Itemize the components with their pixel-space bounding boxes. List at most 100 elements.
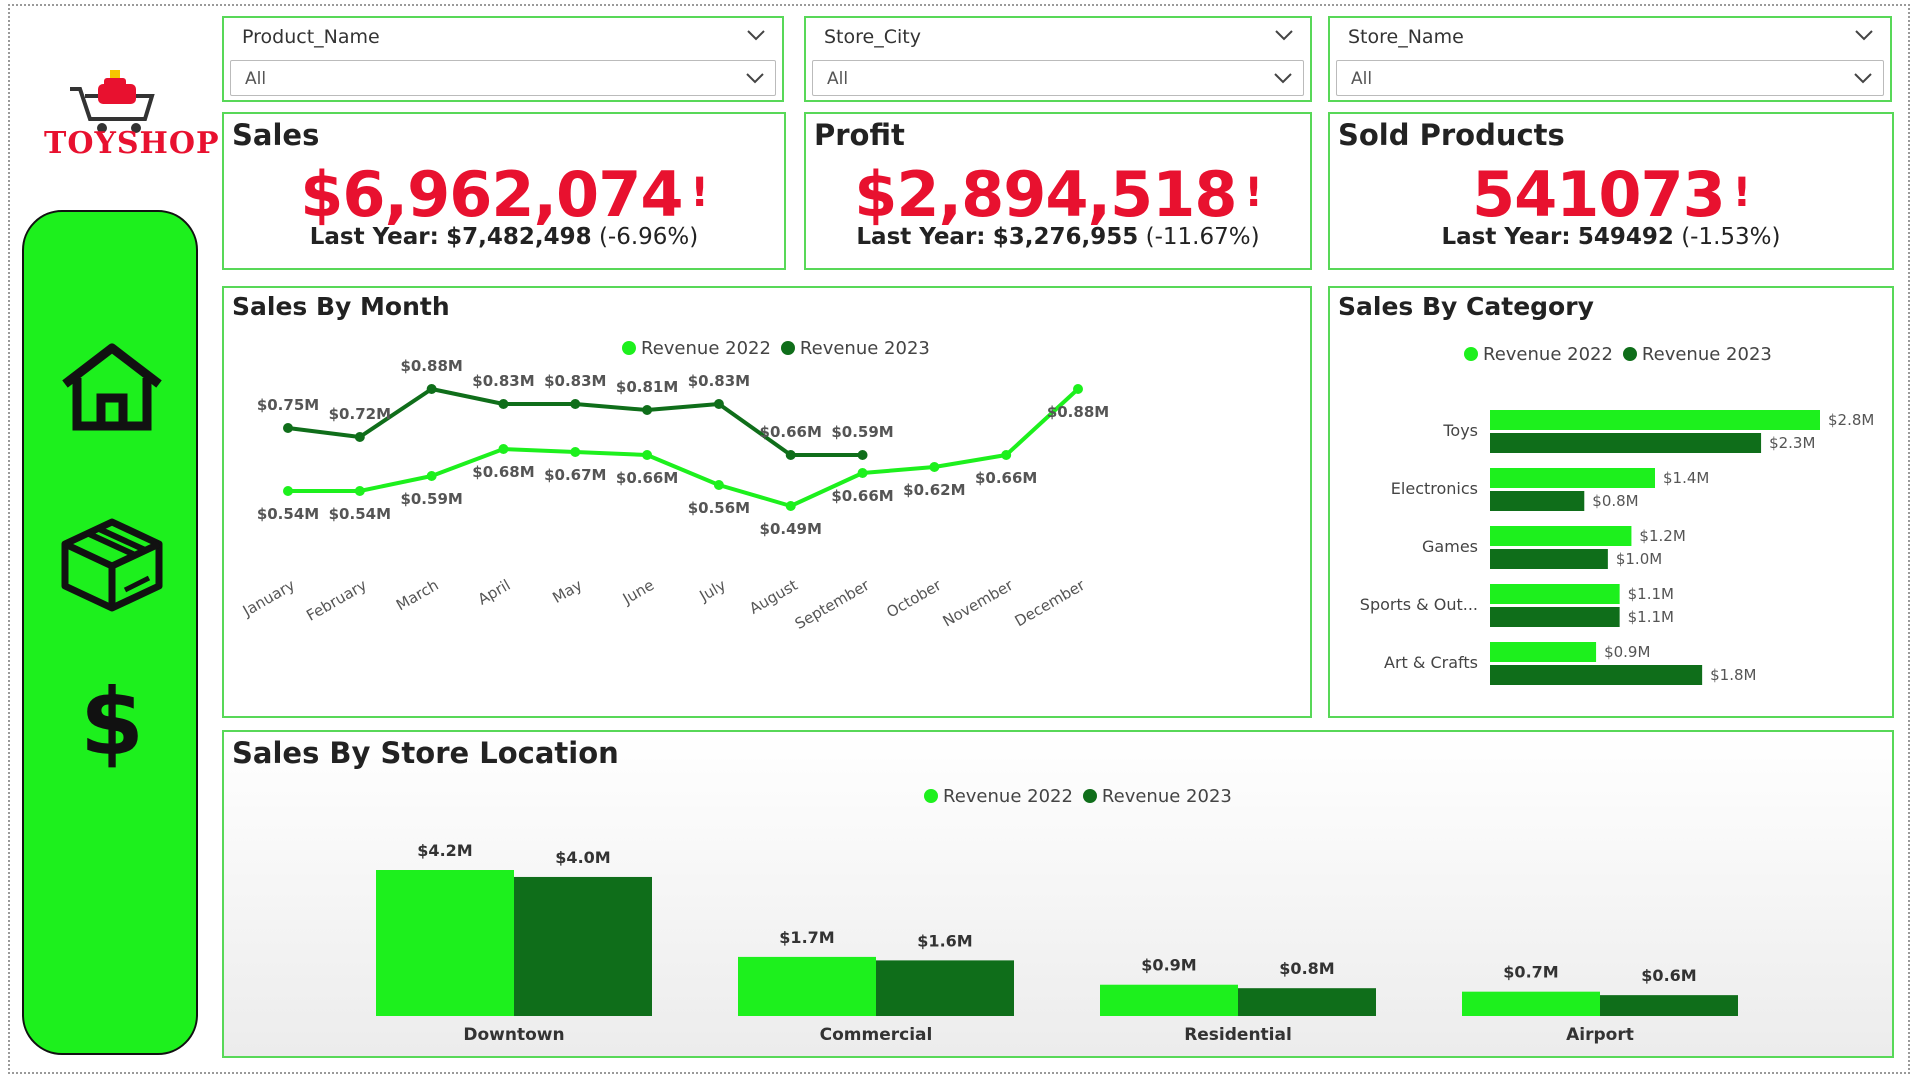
kpi-card-sales: Sales $6,962,074! Last Year: $7,482,498 … — [222, 112, 786, 270]
legend-label: Revenue 2023 — [799, 338, 930, 359]
category-label: Art & Crafts — [1384, 653, 1478, 672]
data-label: $0.66M — [616, 469, 678, 487]
column-value-label: $1.6M — [917, 931, 972, 950]
bar-chart-canvas: Toys $2.8M $2.3M Electronics $1.4M $0.8M Games… — [1360, 410, 1874, 685]
bar — [1490, 491, 1585, 511]
data-point — [498, 444, 509, 454]
chart-sales-by-category: Sales By Category Revenue 2022 Revenue 2… — [1328, 286, 1894, 718]
last-year-value: $3,276,955 — [992, 224, 1139, 250]
kpi-last-year: Last Year: $3,276,955 (-11.67%) — [806, 224, 1310, 250]
legend-item-2022[interactable]: Revenue 2022 — [622, 338, 771, 359]
chevron-down-icon[interactable] — [746, 28, 766, 42]
data-label: $0.66M — [975, 469, 1037, 487]
data-point — [426, 384, 437, 394]
data-label: $0.88M — [400, 357, 462, 375]
change-percent: (-1.53%) — [1681, 224, 1781, 250]
filter-store-city[interactable]: Store_City All — [804, 16, 1312, 102]
legend-item-2023[interactable]: Revenue 2023 — [1082, 786, 1232, 807]
toyshop-logo: TOYSHOP — [40, 64, 219, 174]
chevron-down-icon[interactable] — [1273, 71, 1293, 85]
x-tick-label: January — [239, 576, 298, 621]
filter-dropdown[interactable]: All — [1336, 60, 1884, 96]
legend-dot — [1464, 347, 1478, 361]
data-label: $0.75M — [257, 396, 319, 414]
category-label: Toys — [1442, 421, 1478, 440]
filter-dropdown[interactable]: All — [230, 60, 776, 96]
bar — [1490, 433, 1762, 453]
x-tick-label: October — [883, 575, 945, 621]
chevron-down-icon[interactable] — [1854, 28, 1874, 42]
bar-value-label: $0.8M — [1592, 492, 1638, 510]
data-point — [426, 471, 437, 481]
dollar-icon: $ — [79, 669, 144, 776]
bar-value-label: $1.1M — [1628, 608, 1674, 626]
legend-item-2023[interactable]: Revenue 2023 — [1622, 344, 1772, 365]
kpi-value-text: $6,962,074 — [300, 158, 683, 231]
data-label: $0.83M — [472, 372, 534, 390]
filter-product-name[interactable]: Product_Name All — [222, 16, 784, 102]
legend-item-2022[interactable]: Revenue 2022 — [924, 786, 1073, 807]
nav-finance[interactable]: $ — [24, 677, 200, 769]
chevron-down-icon[interactable] — [1274, 28, 1294, 42]
legend-label: Revenue 2023 — [1101, 786, 1232, 807]
data-point — [1001, 450, 1012, 460]
alert-icon: ! — [1244, 170, 1262, 216]
nav-home[interactable] — [24, 342, 200, 432]
change-percent: (-6.96%) — [598, 224, 699, 250]
kpi-value-text: $2,894,518 — [854, 158, 1237, 231]
kpi-card-profit: Profit $2,894,518! Last Year: $3,276,955… — [804, 112, 1312, 270]
column-value-label: $4.2M — [417, 841, 472, 860]
legend-label: Revenue 2022 — [641, 338, 771, 359]
filter-store-name[interactable]: Store_Name All — [1328, 16, 1892, 102]
bar-value-label: $1.0M — [1616, 550, 1662, 568]
change-percent: (-11.67%) — [1145, 224, 1260, 250]
data-point — [354, 486, 365, 496]
location-label: Downtown — [463, 1025, 564, 1045]
chart-sales-by-store-location: Sales By Store Location Revenue 2022 Rev… — [222, 730, 1894, 1058]
category-label: Games — [1422, 537, 1478, 556]
chart-title: Sales By Store Location — [232, 736, 619, 770]
data-point — [283, 423, 293, 433]
data-point — [570, 399, 581, 409]
column-bar — [1600, 995, 1738, 1016]
filter-dropdown[interactable]: All — [812, 60, 1304, 96]
column-chart-canvas: $4.2M $4.0M Downtown $1.7M $1.6M Commercial $0… — [376, 841, 1738, 1045]
data-point — [498, 399, 509, 409]
nav-products[interactable] — [24, 512, 200, 612]
column-bar — [514, 876, 652, 1016]
bar-value-label: $1.8M — [1710, 666, 1756, 684]
bar — [1490, 410, 1820, 430]
legend-item-2022[interactable]: Revenue 2022 — [1464, 344, 1613, 365]
kpi-value: $6,962,074! — [224, 158, 784, 231]
data-point — [929, 462, 940, 472]
chevron-down-icon[interactable] — [1853, 71, 1873, 85]
filter-value: All — [245, 69, 267, 89]
data-point — [570, 447, 581, 457]
data-point — [857, 468, 868, 478]
legend-item-2023[interactable]: Revenue 2023 — [780, 338, 930, 359]
chart-legend: Revenue 2022 Revenue 2023 — [1464, 344, 1772, 365]
column-value-label: $0.9M — [1141, 956, 1196, 975]
data-point — [283, 486, 293, 496]
data-label: $0.56M — [688, 499, 750, 517]
column-bar — [1462, 991, 1600, 1016]
bar — [1490, 549, 1608, 569]
alert-icon: ! — [690, 170, 708, 216]
last-year-value: $7,482,498 — [446, 224, 592, 250]
x-tick-label: May — [549, 576, 585, 607]
home-icon — [62, 343, 162, 431]
box-icon — [61, 518, 163, 612]
kpi-title: Sales — [232, 118, 320, 152]
report-frame — [8, 4, 1910, 1074]
legend-dot — [622, 341, 636, 355]
data-label: $0.66M — [760, 423, 822, 441]
data-label: $0.62M — [903, 481, 965, 499]
chart-sales-by-month: Sales By Month Revenue 2022 Revenue 2023… — [222, 286, 1312, 718]
x-tick-label: July — [696, 576, 729, 606]
filter-label: Product_Name — [242, 26, 380, 48]
bar — [1490, 526, 1632, 546]
x-tick-label: August — [746, 576, 801, 618]
series-line-2022 — [288, 387, 1080, 508]
chevron-down-icon[interactable] — [745, 71, 765, 85]
